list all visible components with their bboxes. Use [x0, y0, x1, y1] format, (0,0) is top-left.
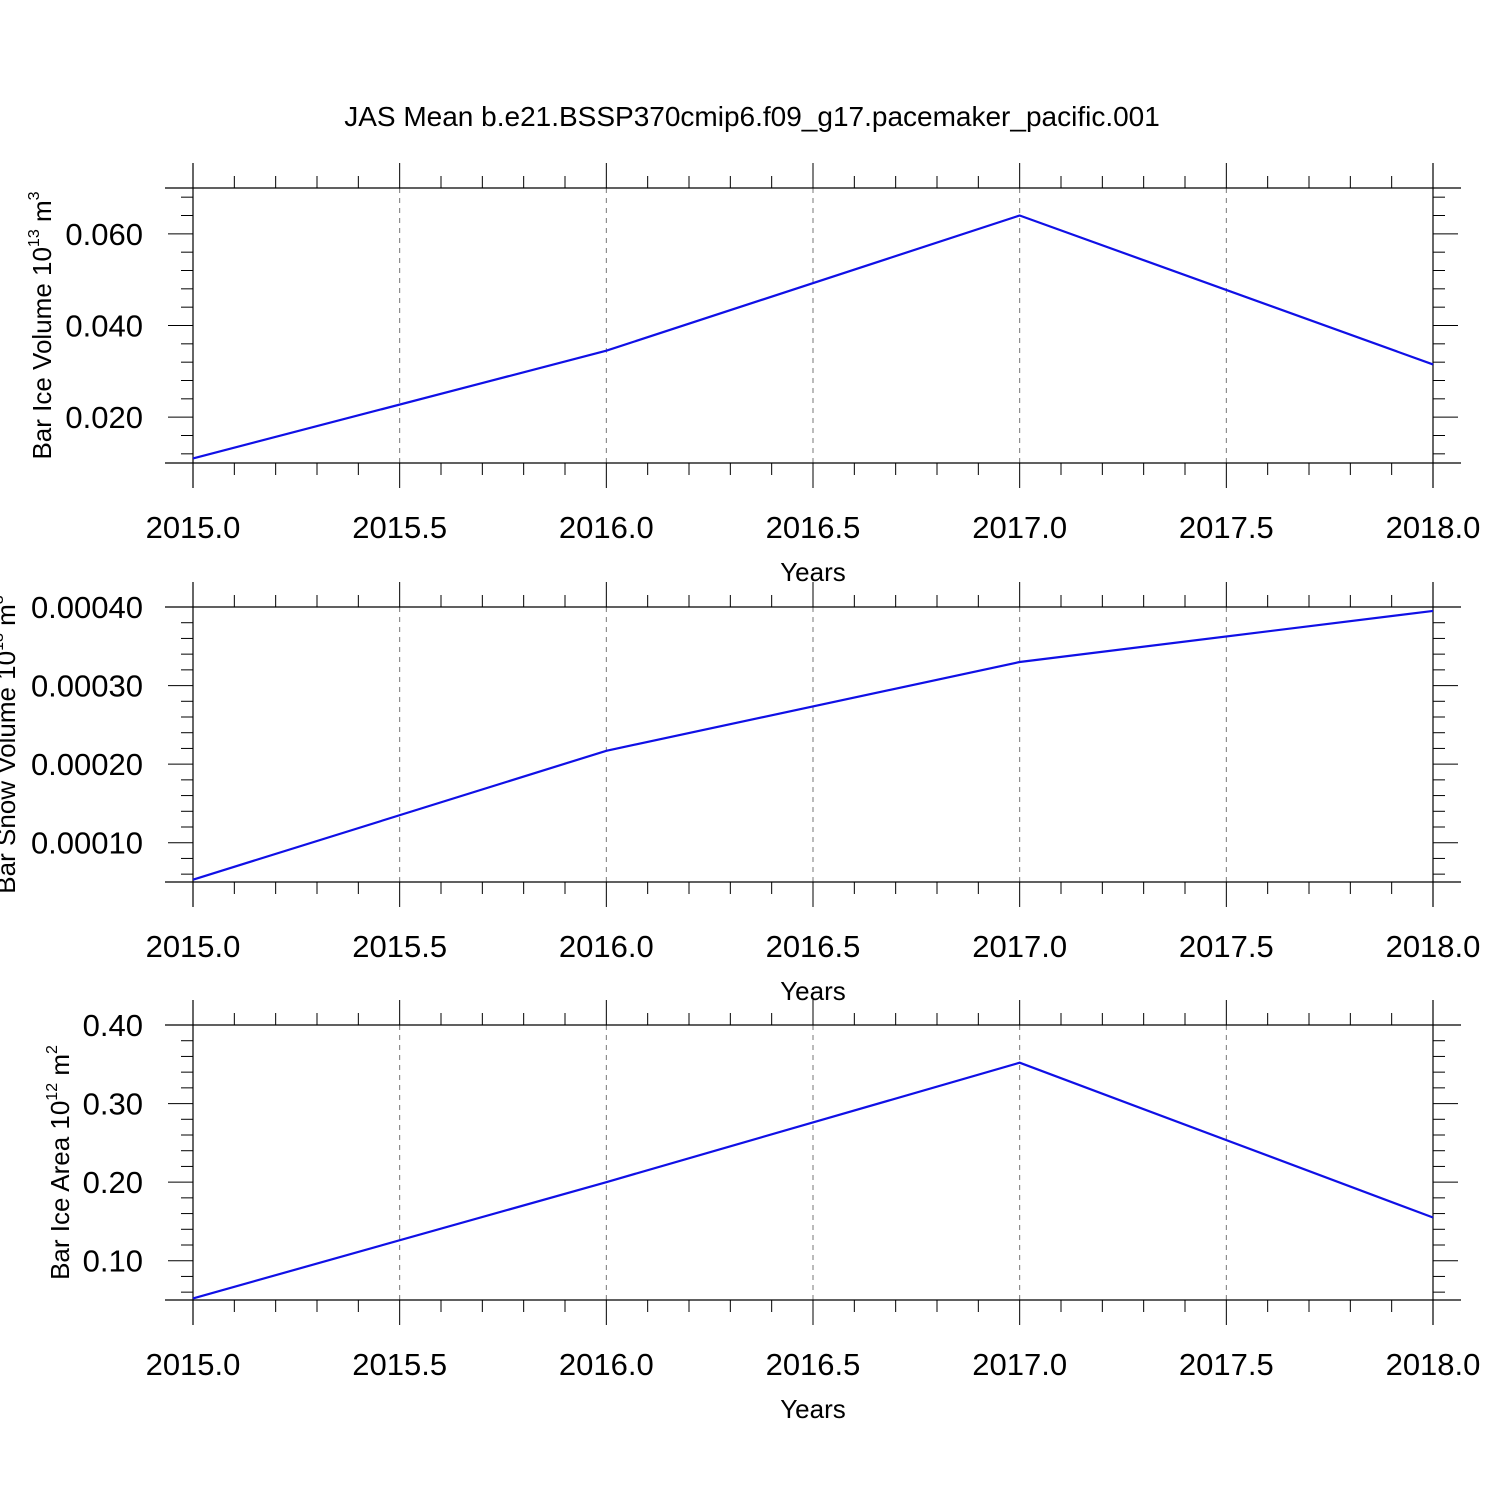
x-tick-label: 2017.0 — [972, 929, 1067, 964]
x-tick-label: 2017.5 — [1179, 1347, 1274, 1382]
x-tick-label: 2016.0 — [559, 929, 654, 964]
y-tick-label: 0.00040 — [31, 590, 143, 625]
x-tick-label: 2017.0 — [972, 1347, 1067, 1382]
x-tick-label: 2015.0 — [146, 1347, 241, 1382]
x-tick-label: 2015.5 — [352, 1347, 447, 1382]
x-tick-label: 2015.5 — [352, 929, 447, 964]
y-tick-label: 0.040 — [65, 309, 143, 344]
y-axis-label: Bar Ice Volume 1013 m3 — [26, 191, 57, 459]
chart-panel-2: 2015.0 2015.5 2016.0 2016.5 2017.0 2017.5 2018… — [0, 582, 1480, 1006]
x-tick-label: 2016.0 — [559, 1347, 654, 1382]
x-tick-label: 2017.5 — [1179, 510, 1274, 545]
x-tick-label: 2018.0 — [1386, 1347, 1481, 1382]
figure-title: JAS Mean b.e21.BSSP370cmip6.f09_g17.pace… — [344, 101, 1160, 132]
y-tick-label: 0.10 — [83, 1244, 143, 1279]
x-tick-label: 2015.0 — [146, 929, 241, 964]
chart-panel-1: 2015.0 2015.5 2016.0 2016.5 2017.0 2017.5 2018… — [26, 163, 1480, 587]
x-axis-label: Years — [780, 1394, 846, 1424]
x-tick-label: 2018.0 — [1386, 929, 1481, 964]
x-tick-label: 2018.0 — [1386, 510, 1481, 545]
y-tick-label: 0.20 — [83, 1165, 143, 1200]
y-axis-label: Bar Ice Area 1012 m2 — [44, 1045, 75, 1280]
y-axis-label: Bar Snow Volume 1013 m3 — [0, 595, 21, 894]
x-tick-label: 2016.0 — [559, 510, 654, 545]
x-tick-label: 2016.5 — [766, 929, 861, 964]
series-line — [192, 214, 1434, 460]
y-tick-label: 0.00020 — [31, 747, 143, 782]
x-tick-label: 2017.5 — [1179, 929, 1274, 964]
series-line — [192, 1061, 1434, 1300]
y-tick-label: 0.060 — [65, 217, 143, 252]
x-tick-label: 2015.0 — [146, 510, 241, 545]
x-tick-label: 2017.0 — [972, 510, 1067, 545]
chart-panel-3: 2015.0 2015.5 2016.0 2016.5 2017.0 2017.5 2018… — [44, 1000, 1480, 1424]
y-tick-label: 0.00030 — [31, 669, 143, 704]
x-tick-label: 2016.5 — [766, 1347, 861, 1382]
x-tick-label: 2015.5 — [352, 510, 447, 545]
y-tick-label: 0.00010 — [31, 826, 143, 861]
series-line — [192, 609, 1434, 881]
x-tick-label: 2016.5 — [766, 510, 861, 545]
y-tick-label: 0.020 — [65, 400, 143, 435]
y-tick-label: 0.30 — [83, 1087, 143, 1122]
y-tick-label: 0.40 — [83, 1008, 143, 1043]
